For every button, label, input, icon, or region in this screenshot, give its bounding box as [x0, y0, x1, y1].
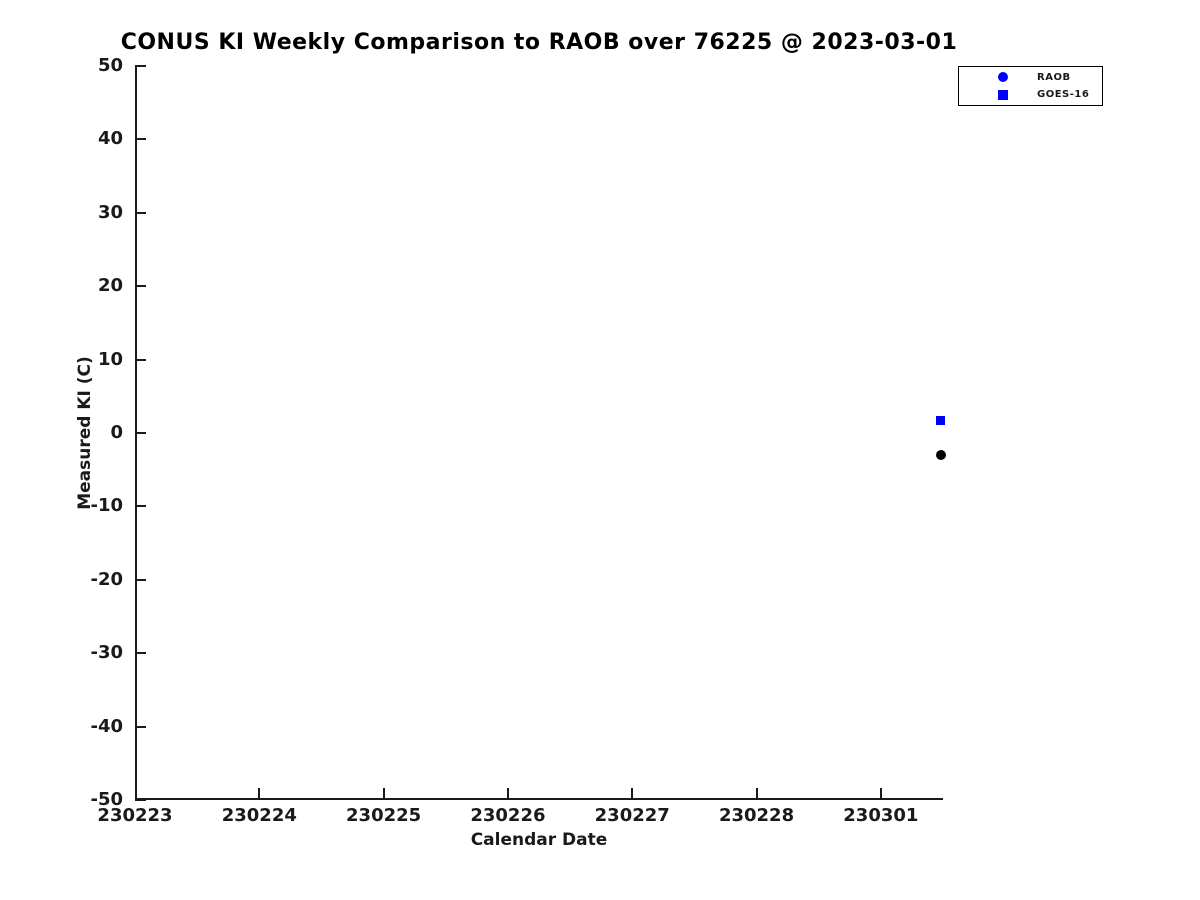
y-tick-label: 40: [97, 128, 123, 150]
y-tick-label: 30: [97, 201, 123, 223]
y-tick-label: 50: [97, 55, 123, 76]
x-tick: [755, 788, 758, 800]
x-tick-label: 230224: [221, 805, 297, 826]
y-tick: [135, 652, 146, 655]
x-tick: [631, 788, 634, 800]
x-tick-label: 230301: [843, 805, 919, 826]
x-tick-label: 230223: [97, 805, 173, 826]
y-tick: [135, 65, 146, 67]
chart-title: CONUS KI Weekly Comparison to RAOB over …: [120, 30, 958, 55]
y-tick: [135, 138, 146, 141]
y-tick: [135, 725, 146, 728]
legend: RAOB GOES-16: [958, 66, 1103, 106]
x-tick: [506, 788, 509, 800]
y-tick-label: -50: [90, 789, 123, 810]
legend-label-raob: RAOB: [1037, 71, 1071, 83]
legend-row-raob: RAOB: [959, 70, 1102, 85]
y-tick-label: -30: [90, 642, 123, 664]
y-tick-label: -40: [90, 715, 123, 737]
data-point-raob: [935, 450, 946, 461]
y-tick-label: 10: [97, 348, 123, 370]
plot-area: [135, 66, 943, 800]
x-tick-label: 230225: [346, 805, 422, 826]
raob-circle-icon: [998, 72, 1008, 83]
x-tick-label: 230228: [718, 805, 795, 826]
x-tick-label: 230227: [594, 805, 670, 826]
y-tick-label: -20: [90, 568, 123, 590]
y-tick-label: 20: [97, 275, 123, 297]
data-point-goes-16: [936, 416, 945, 426]
y-tick-label: 0: [110, 422, 123, 443]
goes16-square-icon: [998, 89, 1008, 100]
legend-label-goes16: GOES-16: [1037, 89, 1090, 101]
y-tick-label: -10: [90, 495, 123, 517]
x-tick: [258, 788, 261, 800]
y-tick: [135, 358, 146, 361]
x-tick: [879, 788, 882, 800]
y-tick: [135, 578, 146, 581]
legend-row-goes16: GOES-16: [959, 87, 1102, 102]
y-tick: [135, 285, 146, 288]
x-tick-label: 230226: [470, 805, 546, 826]
y-tick: [135, 211, 146, 214]
y-tick: [135, 432, 146, 434]
y-tick: [135, 799, 146, 801]
x-tick: [382, 788, 385, 800]
y-tick: [135, 505, 146, 508]
x-axis-label: Calendar Date: [470, 830, 608, 850]
